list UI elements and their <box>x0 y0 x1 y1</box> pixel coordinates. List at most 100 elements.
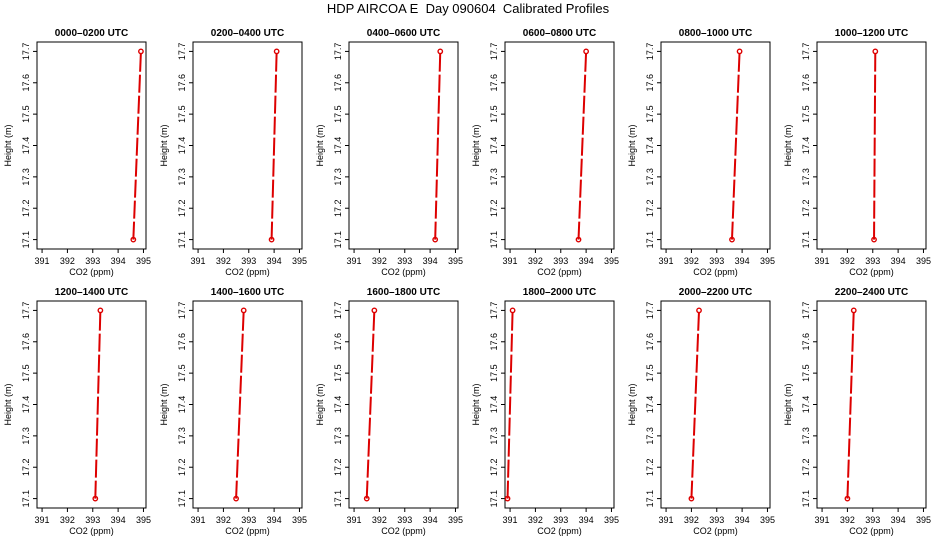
y-tick-label: 17.2 <box>21 458 31 476</box>
plot-frame <box>660 41 771 250</box>
plot-frame <box>36 41 147 250</box>
y-tick-label: 17.6 <box>21 333 31 351</box>
x-tick-label: 395 <box>604 515 619 525</box>
x-tick-label: 391 <box>503 515 518 525</box>
x-tick-label: 395 <box>292 256 307 266</box>
x-tick-label: 395 <box>136 256 151 266</box>
y-tick-label: 17.5 <box>177 105 187 123</box>
y-tick-label: 17.3 <box>801 427 811 445</box>
x-tick-label: 392 <box>528 256 543 266</box>
x-axis-label: CO2 (ppm) <box>69 526 114 536</box>
y-tick-label: 17.5 <box>645 364 655 382</box>
panel-title: 1200–1400 UTC <box>55 287 128 298</box>
data-point <box>575 236 582 243</box>
x-tick-label: 393 <box>241 515 256 525</box>
y-tick-label: 17.3 <box>177 427 187 445</box>
x-tick-label: 393 <box>709 515 724 525</box>
y-tick-label: 17.7 <box>177 302 187 320</box>
y-tick-label: 17.6 <box>645 74 655 92</box>
y-tick-label: 17.5 <box>333 364 343 382</box>
y-tick-label: 17.5 <box>801 364 811 382</box>
x-tick-label: 394 <box>423 256 438 266</box>
x-tick-label: 391 <box>659 256 674 266</box>
y-tick-label: 17.1 <box>489 231 499 249</box>
y-tick-label: 17.3 <box>489 427 499 445</box>
x-tick-label: 395 <box>136 515 151 525</box>
panel-title: 2000–2200 UTC <box>679 287 752 298</box>
x-tick-label: 393 <box>397 256 412 266</box>
y-tick-label: 17.4 <box>489 137 499 155</box>
page-title: HDP AIRCOA E Day 090604 Calibrated Profi… <box>326 1 610 16</box>
x-tick-label: 391 <box>191 256 206 266</box>
chart-panel: 2000–2200 UTC 391 392 393 394 395 17.1 17.2 17.3… <box>627 287 775 536</box>
y-tick-label: 17.5 <box>21 105 31 123</box>
y-tick-label: 17.1 <box>801 490 811 508</box>
x-tick-label: 394 <box>579 256 594 266</box>
x-tick-label: 394 <box>111 256 126 266</box>
y-tick-label: 17.1 <box>645 490 655 508</box>
x-tick-label: 394 <box>111 515 126 525</box>
panel-title: 1000–1200 UTC <box>835 28 908 39</box>
y-axis-label: Height (m) <box>783 124 793 166</box>
x-tick-label: 394 <box>267 515 282 525</box>
y-tick-label: 17.3 <box>645 168 655 186</box>
data-point <box>273 48 280 55</box>
y-axis-label: Height (m) <box>627 124 637 166</box>
y-tick-label: 17.7 <box>489 302 499 320</box>
y-tick-label: 17.4 <box>333 137 343 155</box>
y-axis-label: Height (m) <box>159 383 169 425</box>
x-tick-label: 391 <box>191 515 206 525</box>
y-tick-label: 17.7 <box>21 302 31 320</box>
y-tick-label: 17.5 <box>333 105 343 123</box>
y-tick-label: 17.2 <box>645 458 655 476</box>
x-axis-label: CO2 (ppm) <box>537 267 582 277</box>
y-tick-label: 17.5 <box>177 364 187 382</box>
plot-frame <box>348 41 459 250</box>
x-axis-label: CO2 (ppm) <box>381 267 426 277</box>
chart-panel: 1800–2000 UTC 391 392 393 394 395 17.1 17.2 17.3… <box>471 287 619 536</box>
x-tick-label: 393 <box>553 515 568 525</box>
y-tick-label: 17.6 <box>177 74 187 92</box>
chart-panel: 0200–0400 UTC 391 392 393 394 395 17.1 17.2 17.3… <box>159 28 307 277</box>
y-tick-label: 17.4 <box>333 396 343 414</box>
y-tick-label: 17.4 <box>21 396 31 414</box>
data-point <box>850 307 857 314</box>
y-tick-label: 17.6 <box>801 74 811 92</box>
y-tick-label: 17.6 <box>489 333 499 351</box>
data-point <box>363 495 370 502</box>
y-tick-label: 17.5 <box>489 105 499 123</box>
x-axis-label: CO2 (ppm) <box>849 526 894 536</box>
y-tick-label: 17.3 <box>645 427 655 445</box>
x-tick-label: 392 <box>372 256 387 266</box>
y-tick-label: 17.1 <box>801 231 811 249</box>
data-point <box>92 495 99 502</box>
y-tick-label: 17.2 <box>801 199 811 217</box>
series-line <box>132 51 142 240</box>
y-tick-label: 17.3 <box>177 168 187 186</box>
series-line <box>846 310 855 499</box>
x-tick-label: 392 <box>60 515 75 525</box>
x-tick-label: 395 <box>448 256 463 266</box>
data-point <box>138 48 144 55</box>
y-tick-label: 17.7 <box>333 302 343 320</box>
panel-title: 1400–1600 UTC <box>211 287 284 298</box>
y-tick-label: 17.2 <box>801 458 811 476</box>
y-axis-label: Height (m) <box>471 383 481 425</box>
series-line <box>94 310 102 499</box>
x-tick-label: 392 <box>216 256 231 266</box>
y-axis-label: Height (m) <box>159 124 169 166</box>
chart-panel: 0000–0200 UTC 391 392 393 394 395 17.1 17.2 17.3… <box>3 28 151 277</box>
plot-frame <box>816 300 927 509</box>
y-tick-label: 17.5 <box>21 364 31 382</box>
series-line <box>690 310 701 499</box>
y-axis-label: Height (m) <box>3 124 13 166</box>
y-tick-label: 17.4 <box>21 137 31 155</box>
x-tick-label: 393 <box>709 256 724 266</box>
plot-frame <box>816 41 927 250</box>
y-tick-label: 17.1 <box>333 490 343 508</box>
y-tick-label: 17.6 <box>489 74 499 92</box>
y-tick-label: 17.2 <box>177 199 187 217</box>
plot-frame <box>660 300 771 509</box>
data-point <box>504 495 511 502</box>
panel-title: 1800–2000 UTC <box>523 287 596 298</box>
